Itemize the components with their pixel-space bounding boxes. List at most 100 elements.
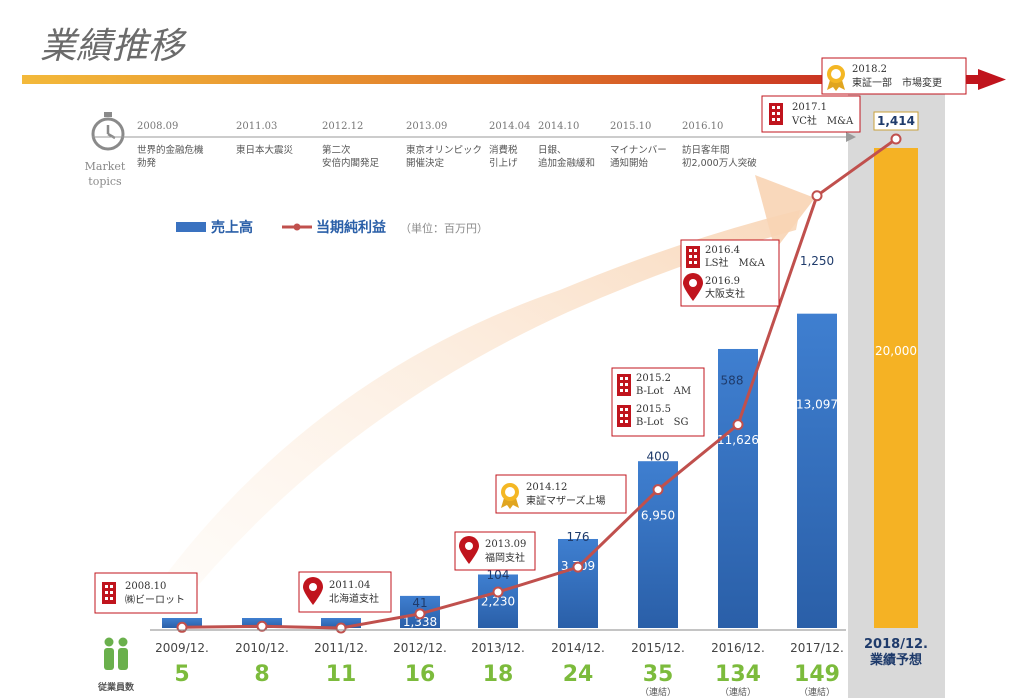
market-event: 2011.03 東日本大震災 [236, 121, 294, 156]
forecast-sales-bar [874, 148, 918, 628]
growth-background-arrow [140, 175, 815, 612]
svg-text:2018.2: 2018.2 [852, 64, 887, 75]
profit-point [811, 190, 823, 202]
category-tick-label: 2015/12. [631, 641, 685, 655]
svg-text:勃発: 勃発 [137, 157, 157, 169]
building-icon [686, 246, 700, 268]
profit-line [181, 137, 897, 630]
building-icon [617, 374, 631, 396]
sales-value-label: 6,950 [641, 509, 675, 523]
svg-text:引上げ: 引上げ [489, 158, 518, 169]
profit-point [890, 133, 902, 145]
employees-icon [104, 637, 128, 670]
profit-point [652, 484, 664, 496]
svg-text:通知開始: 通知開始 [610, 157, 649, 169]
profit-value-label: 41 [412, 596, 427, 610]
svg-text:2013.09: 2013.09 [406, 121, 447, 132]
svg-text:2015.2: 2015.2 [636, 373, 671, 384]
svg-text:VC社 M&A: VC社 M&A [791, 114, 854, 127]
svg-text:2015.5: 2015.5 [636, 404, 671, 415]
svg-text:2017.1: 2017.1 [792, 102, 827, 113]
forecast-sales-label: 20,000 [875, 344, 917, 358]
sales-value-label: 1,338 [403, 615, 437, 629]
svg-text:世界的金融危機: 世界的金融危機 [137, 144, 204, 156]
svg-text:2014.10: 2014.10 [538, 121, 579, 132]
employee-count: 24 [563, 662, 594, 687]
category-tick-label: 2013/12. [471, 641, 525, 655]
forecast-profit-label: 1,414 [877, 114, 915, 128]
category-tick-label: 2011/12. [314, 641, 368, 655]
profit-value-label: 588 [721, 374, 744, 388]
profit-value-label: 176 [567, 530, 590, 544]
employees-label: 従業員数 [97, 681, 135, 693]
employee-count: 8 [254, 662, 269, 687]
market-label: Market [85, 160, 126, 173]
legend-sales-swatch [176, 222, 206, 232]
legend-profit-label: 当期純利益 [316, 219, 386, 236]
svg-text:2014.12: 2014.12 [526, 482, 567, 493]
svg-text:東京オリンピック: 東京オリンピック [406, 144, 482, 156]
location-pin-icon [683, 273, 703, 301]
profit-point [492, 586, 504, 598]
svg-text:2014.04: 2014.04 [489, 121, 530, 132]
svg-text:LS社 M&A: LS社 M&A [705, 256, 766, 269]
location-pin-icon [459, 536, 479, 564]
category-tick-label: 2016/12. [711, 641, 765, 655]
profit-point [256, 620, 268, 632]
legend-unit: （単位：百万円） [400, 221, 488, 235]
chart-legend: 売上高 当期純利益 （単位：百万円） [176, 219, 488, 236]
sales-value-label: 13,097 [796, 398, 838, 412]
profit-point [732, 419, 744, 431]
profit-point [335, 622, 347, 634]
category-tick-label: 2012/12. [393, 641, 447, 655]
employee-count-note: （連結） [720, 686, 756, 698]
svg-text:大阪支社: 大阪支社 [705, 287, 745, 300]
employee-count: 5 [174, 662, 189, 687]
svg-text:消費税: 消費税 [489, 144, 518, 156]
svg-text:2012.12: 2012.12 [322, 121, 363, 132]
svg-text:2011.03: 2011.03 [236, 121, 277, 132]
profit-value-label: 400 [647, 450, 670, 464]
timeline-arrow [22, 69, 1006, 90]
svg-text:北海道支社: 北海道支社 [329, 592, 379, 605]
employee-count: 35 [643, 662, 674, 687]
forecast-category-label: 2018/12. [864, 637, 928, 652]
svg-text:B-Lot AM: B-Lot AM [636, 386, 691, 397]
sales-bar [797, 313, 837, 628]
location-pin-icon [303, 577, 323, 605]
page-title: 業績推移 [40, 26, 187, 67]
profit-point [572, 561, 584, 573]
svg-text:㈱ビーロット: ㈱ビーロット [125, 594, 185, 606]
svg-text:2013.09: 2013.09 [485, 539, 526, 550]
svg-text:福岡支社: 福岡支社 [485, 551, 525, 564]
category-tick-label: 2014/12. [551, 641, 605, 655]
svg-text:日銀、: 日銀、 [538, 144, 567, 156]
forecast-category-label: 業績予想 [869, 652, 922, 668]
svg-text:マイナンバー: マイナンバー [610, 145, 667, 156]
legend-sales-label: 売上高 [211, 219, 253, 236]
employee-count: 16 [405, 662, 436, 687]
stopwatch-icon [91, 112, 125, 151]
svg-text:安倍内閣発足: 安倍内閣発足 [322, 157, 380, 169]
svg-text:2015.10: 2015.10 [610, 121, 651, 132]
market-label: topics [88, 175, 122, 188]
profit-value-label: 104 [487, 568, 510, 582]
svg-text:東証マザーズ上場: 東証マザーズ上場 [526, 494, 606, 507]
building-icon [769, 103, 783, 125]
svg-text:東証一部 市場変更: 東証一部 市場変更 [852, 76, 942, 89]
profit-point [414, 608, 426, 620]
svg-text:2008.10: 2008.10 [125, 581, 166, 592]
svg-text:訪日客年間: 訪日客年間 [682, 144, 730, 156]
svg-text:追加金融緩和: 追加金融緩和 [538, 157, 595, 169]
